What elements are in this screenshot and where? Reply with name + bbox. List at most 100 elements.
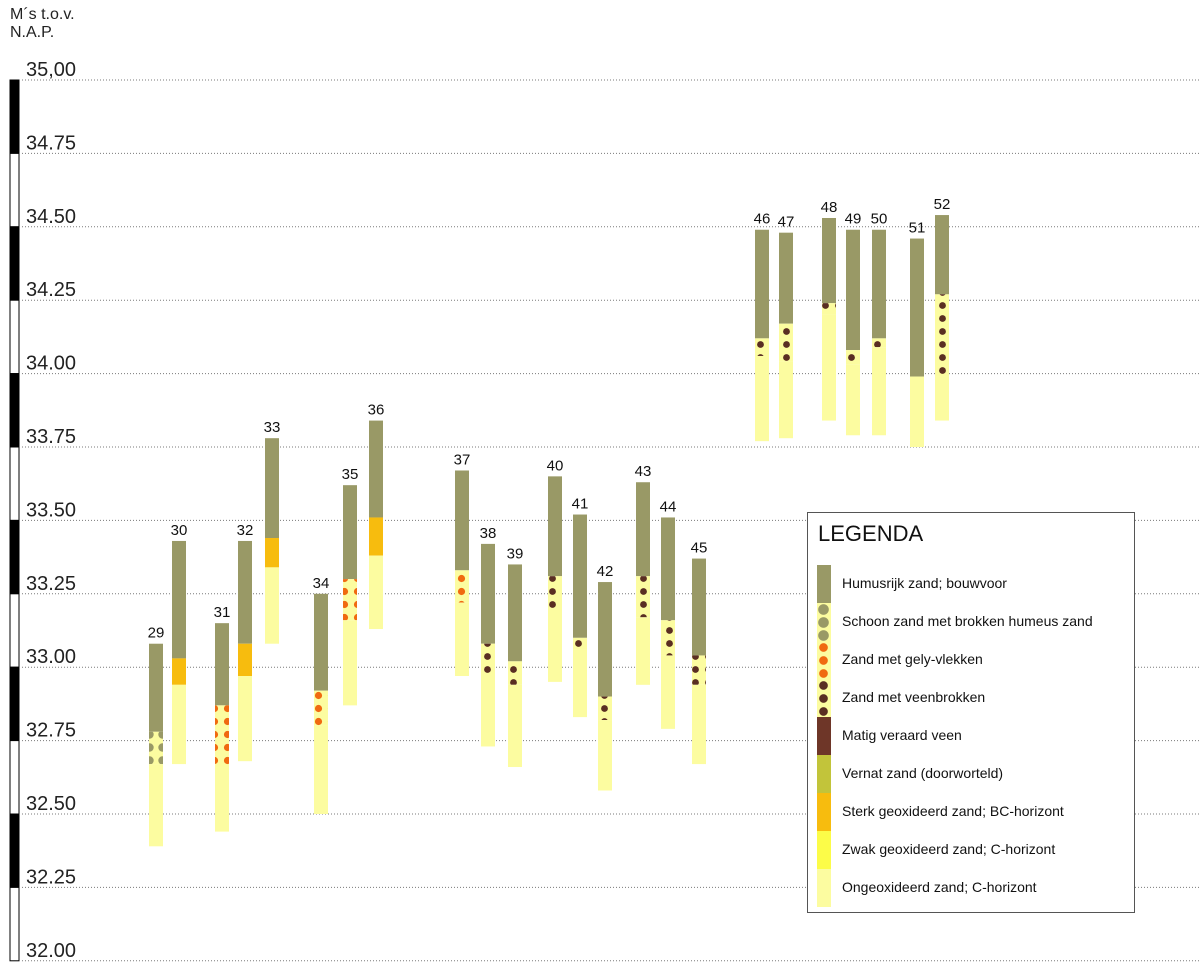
layer-humus: [508, 564, 522, 662]
layer-ongeox: [755, 355, 769, 442]
legend-swatch: [817, 793, 831, 831]
profile-column: 32: [237, 522, 254, 762]
column-label: 32: [237, 522, 254, 539]
scale-bar-segment: [9, 519, 20, 595]
layer-veenbrok: [755, 338, 769, 356]
y-tick-label: 32.75: [26, 720, 76, 742]
y-tick-label: 35,00: [26, 59, 76, 81]
layer-gely: [314, 690, 328, 726]
layer-ongeox: [822, 314, 836, 421]
layer-humus: [265, 438, 279, 539]
layer-gely: [455, 570, 469, 603]
legend-item-sterk: Sterk geoxideerd zand; BC-horizont: [817, 793, 1132, 831]
profile-column: 43: [635, 463, 651, 685]
layer-humus: [846, 229, 860, 351]
layer-humus: [872, 229, 886, 339]
layer-humus: [343, 485, 357, 580]
layer-veenbrok: [935, 294, 949, 377]
layer-ongeox: [149, 764, 163, 847]
scale-bar-segment: [9, 886, 20, 962]
profile-column: 51: [909, 220, 926, 447]
profile-column: 42: [597, 563, 614, 791]
profile-column: 38: [480, 525, 497, 747]
layer-veenbrok: [481, 643, 495, 677]
profile-column: 44: [660, 498, 677, 729]
column-label: 41: [572, 496, 589, 513]
column-label: 52: [934, 196, 951, 213]
scale-bar-segment: [9, 446, 20, 521]
profile-column: 35: [342, 466, 359, 706]
legend-swatch: [817, 717, 831, 755]
column-label: 50: [871, 211, 888, 228]
legend-swatch: [817, 565, 831, 603]
column-label: 51: [909, 220, 926, 237]
profile-column: 49: [845, 211, 861, 436]
layer-veenbrok: [846, 350, 860, 365]
layer-humus: [755, 229, 769, 339]
column-label: 42: [597, 563, 614, 580]
layer-ongeox: [846, 364, 860, 436]
scale-bar-segment: [9, 152, 20, 228]
layer-ongeox: [910, 376, 924, 447]
layer-ongeox: [548, 608, 562, 682]
layer-ongeox: [265, 567, 279, 644]
column-label: 35: [342, 466, 359, 483]
legend-label: Schoon zand met brokken humeus zand: [842, 613, 1093, 629]
layer-humus: [215, 623, 229, 706]
profile-column: 33: [264, 419, 280, 644]
profile-column: 29: [148, 625, 164, 847]
column-label: 44: [660, 498, 677, 515]
layer-ongeox: [598, 720, 612, 791]
layer-ongeox: [508, 684, 522, 768]
column-label: 36: [368, 402, 385, 419]
column-label: 37: [454, 451, 471, 468]
layer-ongeox: [369, 555, 383, 630]
legend-label: Vernat zand (doorworteld): [842, 765, 1004, 781]
y-tick-label: 34.75: [26, 132, 76, 154]
legend-title: LEGENDA: [818, 521, 924, 546]
column-label: 30: [171, 522, 188, 539]
column-label: 31: [214, 604, 231, 621]
layer-ongeox: [692, 684, 706, 765]
scale-bar-segment: [9, 299, 20, 375]
layer-ongeox: [455, 602, 469, 677]
layer-humus: [910, 238, 924, 377]
y-tick-label: 34.00: [26, 353, 76, 375]
layer-ongeox: [779, 361, 793, 439]
layer-humus: [172, 540, 186, 659]
layer-humus: [692, 558, 706, 656]
y-tick-label: 33.75: [26, 426, 76, 448]
layer-ongeox: [636, 617, 650, 685]
y-tick-label: 33.25: [26, 573, 76, 595]
y-tick-label: 32.25: [26, 866, 76, 888]
layer-veenbrok: [661, 620, 675, 656]
y-unit-line-1: M´s t.o.v.: [10, 6, 75, 23]
layer-veenbrok: [779, 323, 793, 362]
layer-humus: [598, 582, 612, 697]
layer-ongeox: [215, 767, 229, 832]
legend-label: Ongeoxideerd zand; C-horizont: [842, 879, 1037, 895]
layer-veenbrok: [548, 576, 562, 609]
layer-humus: [661, 517, 675, 621]
legend-label: Zwak geoxideerd zand; C-horizont: [842, 841, 1056, 857]
profile-column: 40: [547, 457, 563, 682]
profile-column: 30: [171, 522, 188, 765]
column-label: 46: [754, 211, 771, 228]
layer-humus: [548, 476, 562, 577]
layer-humus: [573, 514, 587, 638]
layer-humus: [149, 643, 163, 732]
layer-ongeox: [172, 684, 186, 765]
legend-swatch: [817, 831, 831, 869]
layer-veenbrok: [692, 655, 706, 685]
scale-bar-segment: [9, 593, 20, 668]
layer-veenbrok: [573, 637, 587, 650]
legend-item-zwak: Zwak geoxideerd zand; C-horizont: [817, 831, 1132, 869]
profile-column: 36: [368, 402, 385, 630]
column-label: 47: [778, 214, 795, 231]
layer-sterk: [369, 517, 383, 556]
layer-ongeox: [573, 649, 587, 718]
layer-ongeox: [661, 655, 675, 729]
column-label: 38: [480, 525, 497, 542]
legend-swatch: [817, 603, 831, 641]
